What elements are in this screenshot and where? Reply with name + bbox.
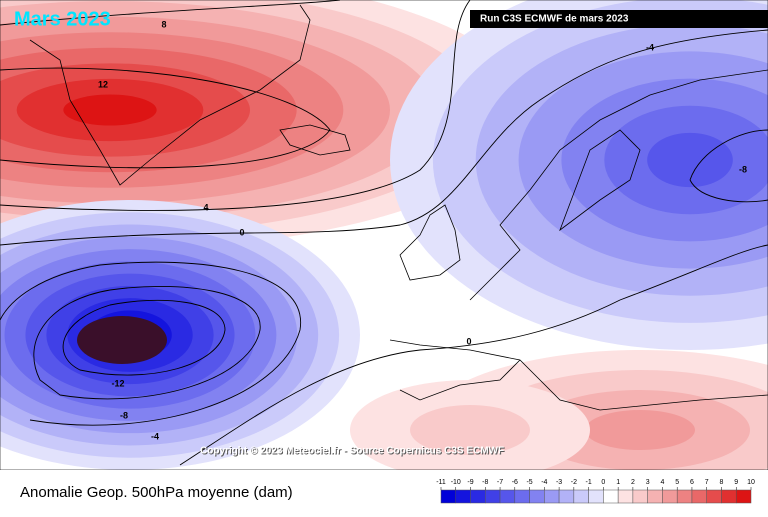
color-scale: -11 -10 -9 -8 -7 -6 -5 -4 -3 -2 -1 0 1 2 3 4 5 6 7 8 9 10 (436, 479, 755, 504)
contour-label: -12 (111, 378, 124, 388)
contour-line (689, 129, 768, 203)
scale-swatch (676, 489, 693, 504)
scale-swatch (573, 489, 589, 504)
scale-label: -6 (512, 479, 518, 486)
iceland-coast (279, 124, 351, 156)
anomaly-shade (63, 94, 157, 126)
anomaly-shade (647, 132, 733, 188)
scale-swatch (470, 489, 486, 504)
footer-label: Anomalie Geop. 500hPa moyenne (dam) (20, 484, 293, 501)
contour-line (0, 0, 471, 211)
scale-label: -9 (467, 479, 473, 486)
scale-label: 1 (616, 479, 620, 486)
scale-swatch (485, 489, 501, 504)
scale-label: 9 (734, 479, 738, 486)
north-coast (469, 69, 768, 301)
run-banner (470, 10, 768, 28)
africa-coast (399, 359, 521, 401)
contour-label: -8 (739, 164, 747, 174)
contour-label: -8 (120, 410, 128, 420)
contour-line (0, 67, 331, 169)
contour-line (179, 244, 768, 466)
scale-swatch (440, 489, 457, 504)
scale-label: -5 (526, 479, 532, 486)
scale-swatch (588, 489, 604, 504)
scale-label: 0 (601, 479, 605, 486)
scale-swatch (617, 489, 634, 504)
scale-swatch (691, 489, 707, 504)
contour-label: -4 (646, 42, 654, 52)
contours (0, 0, 768, 466)
uk-coast (399, 204, 461, 281)
scale-label: -2 (571, 479, 577, 486)
scale-label: 8 (720, 479, 724, 486)
scale-label: -7 (497, 479, 503, 486)
scale-swatch (455, 489, 471, 504)
map-title: Mars 2023 (14, 8, 111, 30)
scale-label: 2 (631, 479, 635, 486)
contour-line (33, 286, 261, 400)
scale-label: 7 (705, 479, 709, 486)
contour-line (0, 29, 768, 246)
scale-swatch (662, 489, 678, 504)
anomaly-shade (410, 405, 530, 455)
anomaly-shade (585, 410, 695, 450)
scale-swatch (558, 489, 575, 504)
scale-label: -3 (556, 479, 562, 486)
scale-label: -4 (541, 479, 547, 486)
scale-label: -1 (586, 479, 592, 486)
scale-label: 5 (675, 479, 679, 486)
scale-swatch (603, 489, 619, 504)
scale-swatch (544, 489, 560, 504)
scale-swatch (735, 489, 752, 504)
contour-label: 8 (161, 19, 166, 29)
scale-swatch (632, 489, 648, 504)
scandinavia-coast (559, 129, 641, 232)
contour-label: 12 (98, 79, 108, 89)
scale-swatch (499, 489, 516, 504)
contour-line (62, 299, 226, 376)
scale-swatch (529, 489, 545, 504)
scale-swatch (706, 489, 722, 504)
med-coast (389, 339, 768, 411)
contour-line (0, 0, 341, 26)
contour-label: 4 (203, 202, 208, 212)
scale-swatch (721, 489, 737, 504)
scale-label: 4 (660, 479, 664, 486)
scale-label: 3 (646, 479, 650, 486)
coastlines (29, 4, 768, 411)
greenland-coast (29, 4, 311, 186)
anomaly-core (77, 316, 167, 364)
scale-label: -11 (436, 479, 446, 486)
scale-label: 10 (747, 479, 755, 486)
run-text: Run C3S ECMWF de mars 2023 (480, 14, 629, 25)
scale-label: 6 (690, 479, 694, 486)
scale-swatch (647, 489, 663, 504)
copyright-shadow: Copyright © 2023 Meteociel.fr - Source C… (201, 447, 505, 458)
contour-line (0, 261, 301, 426)
contour-label: -4 (151, 431, 159, 441)
contour-label: 0 (239, 227, 244, 237)
contour-label: 0 (466, 336, 471, 346)
copyright: Copyright © 2023 Meteociel.fr - Source C… (200, 446, 504, 457)
scale-label: -8 (482, 479, 488, 486)
scale-label: -10 (451, 479, 461, 486)
scale-swatch (514, 489, 530, 504)
